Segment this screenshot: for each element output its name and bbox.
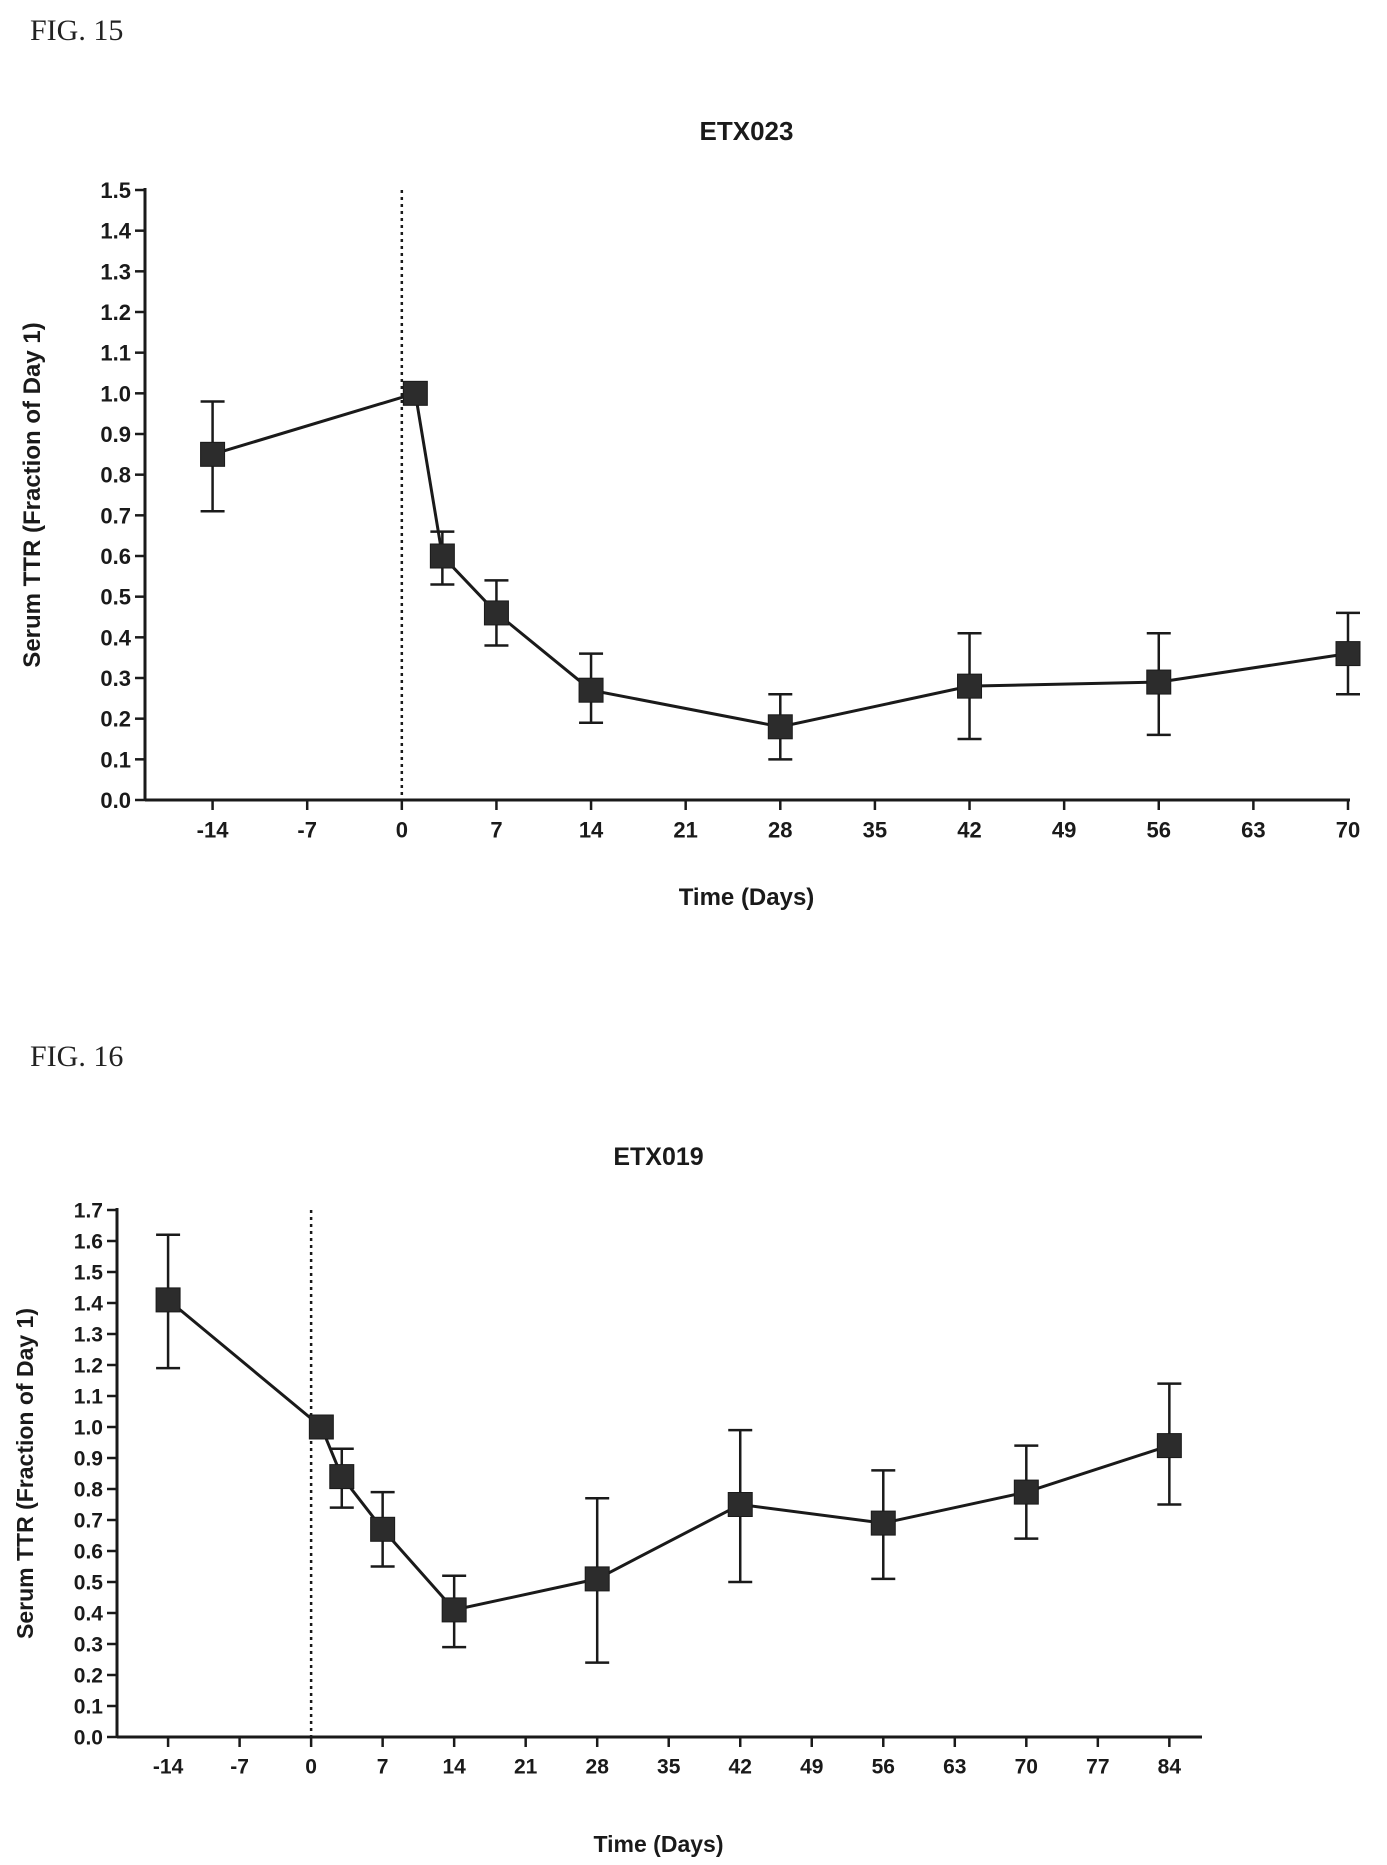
data-point-marker	[200, 441, 226, 467]
data-point-marker	[441, 1597, 467, 1623]
y-tick-label: 0.2	[74, 1665, 103, 1688]
y-tick-label: 1.7	[74, 1200, 103, 1223]
x-tick-label: 49	[800, 1755, 823, 1778]
data-point-marker	[578, 677, 604, 703]
y-tick-label: 0.0	[74, 1727, 103, 1750]
y-tick-label: 1.1	[100, 341, 131, 366]
series-line	[212, 391, 1349, 729]
y-tick-label: 1.5	[100, 178, 131, 203]
x-tick-label: -14	[153, 1755, 184, 1778]
y-tick-label: 0.7	[100, 503, 131, 528]
x-tick-label: 35	[657, 1755, 681, 1778]
series-line	[167, 1298, 1170, 1612]
chart-title: ETX019	[613, 1143, 703, 1171]
y-tick-label: 0.4	[100, 625, 131, 650]
y-tick-label: 0.3	[100, 666, 131, 691]
y-tick-label: 1.0	[100, 381, 131, 406]
y-tick-label: 1.3	[100, 259, 131, 284]
data-point-marker	[155, 1287, 181, 1313]
data-point-marker	[767, 714, 793, 740]
y-tick-label: 0.0	[100, 788, 131, 813]
x-tick-label: 42	[729, 1755, 752, 1778]
y-axis-label: Serum TTR (Fraction of Day 1)	[12, 1308, 38, 1639]
chart-title: ETX023	[700, 116, 794, 146]
y-tick-label: 1.2	[100, 300, 131, 325]
data-point-marker	[329, 1464, 355, 1490]
x-tick-label: 21	[514, 1755, 538, 1778]
x-tick-label: 28	[768, 818, 792, 843]
chart-etx019: ETX019 0.0 0.1 0.2 0.3 0.4 0.5 0.6 0.7 0.8 0.9 1.0 1…	[12, 1143, 1202, 1857]
x-tick-label: 35	[863, 818, 887, 843]
chart-etx023: ETX023 0.0 0.1 0.2 0.3 0.4 0.5 0.6 0.7 0.8 0.9 1.0 1…	[19, 116, 1361, 911]
y-tick-label: 1.3	[74, 1324, 103, 1347]
data-point-marker	[870, 1510, 896, 1536]
y-tick-label: 0.8	[74, 1479, 104, 1502]
data-point-marker	[402, 380, 428, 406]
y-tick-label: 0.1	[74, 1696, 104, 1719]
y-tick-label: 0.8	[100, 463, 131, 488]
x-tick-label: 0	[305, 1755, 317, 1778]
x-tick-label: -14	[197, 818, 230, 843]
x-tick-label: 21	[673, 818, 697, 843]
x-axis-label: Time (Days)	[679, 884, 815, 911]
x-tick-label: 28	[586, 1755, 610, 1778]
x-tick-label: 63	[1241, 818, 1265, 843]
data-point-marker	[957, 673, 983, 699]
data-point-marker	[308, 1414, 334, 1440]
x-tick-label: 63	[943, 1755, 966, 1778]
x-tick-label: 56	[872, 1755, 895, 1778]
x-tick-label: 0	[396, 818, 408, 843]
y-tick-label: 0.6	[74, 1541, 103, 1564]
data-point-marker	[370, 1516, 396, 1542]
x-tick-label: 42	[957, 818, 981, 843]
y-tick-label: 1.4	[100, 219, 131, 244]
y-tick-label: 0.5	[74, 1572, 104, 1595]
data-point-marker	[1013, 1479, 1039, 1505]
x-tick-label: 7	[490, 818, 502, 843]
data-point-marker	[1335, 641, 1361, 667]
y-tick-label: 0.5	[100, 585, 131, 610]
x-axis-label: Time (Days)	[594, 1831, 724, 1857]
y-tick-label: 0.4	[74, 1603, 104, 1626]
x-tick-label: 70	[1336, 818, 1360, 843]
y-tick-label: 0.7	[74, 1510, 103, 1533]
y-tick-label: 1.1	[74, 1386, 104, 1409]
data-point-marker	[483, 600, 509, 626]
x-tick-label: 77	[1086, 1755, 1109, 1778]
y-tick-label: 0.3	[74, 1634, 103, 1657]
x-tick-label: 14	[579, 818, 604, 843]
x-tick-label: 49	[1052, 818, 1076, 843]
data-point-marker	[1146, 669, 1172, 695]
y-tick-label: 0.6	[100, 544, 131, 569]
x-tick-label: -7	[297, 818, 317, 843]
x-tick-label: 7	[377, 1755, 389, 1778]
y-tick-label: 1.5	[74, 1262, 104, 1285]
y-axis-label: Serum TTR (Fraction of Day 1)	[19, 322, 46, 667]
figure-15-label: FIG. 15	[30, 14, 124, 47]
y-tick-label: 0.9	[74, 1448, 103, 1471]
data-point-marker	[584, 1566, 610, 1592]
x-tick-label: -7	[230, 1755, 249, 1778]
y-tick-label: 0.1	[100, 747, 131, 772]
figure-16-label: FIG. 16	[30, 1040, 124, 1073]
x-tick-label: 56	[1147, 818, 1171, 843]
y-tick-label: 0.2	[100, 707, 131, 732]
y-tick-label: 1.2	[74, 1355, 103, 1378]
y-tick-label: 0.9	[100, 422, 131, 447]
y-tick-label: 1.0	[74, 1417, 103, 1440]
data-point-marker	[1156, 1433, 1182, 1459]
x-tick-label: 14	[442, 1755, 466, 1778]
y-tick-label: 1.4	[74, 1293, 104, 1316]
data-point-marker	[727, 1492, 753, 1517]
x-tick-label: 84	[1158, 1755, 1182, 1778]
data-point-marker	[429, 543, 455, 569]
x-tick-label: 70	[1015, 1755, 1038, 1778]
y-tick-label: 1.6	[74, 1231, 103, 1254]
